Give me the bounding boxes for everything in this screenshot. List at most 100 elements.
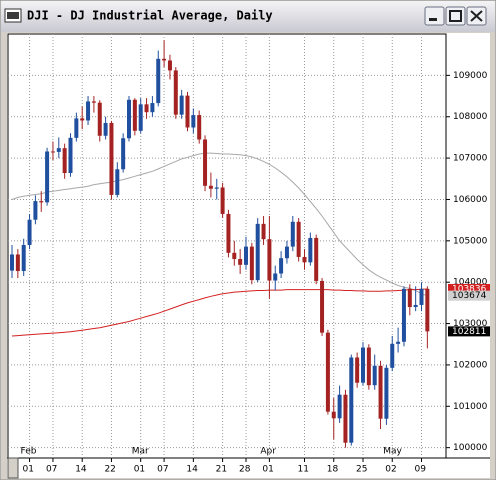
candle-body [208,185,213,189]
x-tick-label: 09 [415,465,427,475]
candle-body [425,288,430,332]
candle-body [366,347,371,386]
candle-body [220,187,225,214]
x-tick-label: 01 [23,465,34,475]
x-tick-label: 18 [327,465,339,475]
candle-body [144,104,149,113]
candle-body [74,118,79,138]
candle-body [308,237,313,263]
maximize-button[interactable] [445,6,466,26]
candle-body [179,95,184,115]
candle-body [214,187,219,189]
y-tick-label: 104000 [453,278,488,288]
moving-average-line [11,288,428,337]
candle-body [314,237,319,281]
y-tick-label: 100000 [453,443,488,453]
title-bar [1,1,495,32]
candle-body [138,104,143,131]
last-value-label-box [448,290,490,301]
month-label: Feb [21,447,37,457]
y-tick-label: 106000 [453,195,488,205]
x-tick-label: 02 [385,465,396,475]
candle-body [197,115,202,140]
last-value-label: 103674 [452,291,487,301]
y-tick-label: 108000 [453,112,488,122]
candle-body [331,411,336,419]
candle-body [396,341,401,344]
candle-body [50,151,55,153]
y-tick-label: 107000 [453,154,488,164]
last-value-label-box [448,283,490,294]
candle-body [349,357,354,443]
candle-body [80,118,85,121]
moving-average-line [11,152,428,297]
candle-body [45,151,50,203]
candle-body [413,304,418,308]
candle-body [173,70,178,115]
close-button[interactable] [466,6,487,26]
window-title: DJI - DJ Industrial Average, Daily [27,9,273,23]
candle-body [261,223,266,240]
candle-body [302,256,307,263]
candle-body [103,122,108,136]
candle-body [355,357,360,383]
candle-body [203,139,208,186]
candle-body [162,58,167,61]
candle-body [279,258,284,274]
x-tick-label: 28 [239,465,251,475]
candle-body [284,246,289,259]
month-label: Apr [260,447,276,457]
candle-body [91,101,96,103]
candle-body [150,103,155,113]
candle-body [232,252,237,260]
x-tick-label: 07 [46,465,57,475]
candle-body [419,288,424,305]
x-tick-label: 01 [262,465,273,475]
candle-body [343,394,348,443]
candle-body [390,343,395,368]
minimize-button[interactable] [424,6,445,26]
candle-body [407,288,412,308]
candle-body [10,254,14,271]
candle-body [378,365,383,419]
candle-body [238,259,243,265]
scroll-marker[interactable] [7,457,19,479]
candle-body [255,223,260,281]
candle-body [249,246,254,281]
candle-body [191,115,196,128]
candle-body [127,99,131,139]
x-tick-label: 11 [298,465,309,475]
candle-body [244,246,248,265]
candle-body [185,95,190,128]
y-tick-label: 109000 [453,71,488,81]
candle-body [27,219,32,245]
y-tick-label: 102000 [453,360,488,370]
month-label: May [383,447,402,457]
candle-body [267,239,272,281]
candle-body [320,280,325,333]
candle-body [132,99,137,131]
candle-body [39,201,44,203]
x-tick-label: 14 [186,465,198,475]
y-tick-label: 101000 [453,402,488,412]
candle-body [167,60,172,71]
candle-body [226,213,231,253]
candle-body [296,221,301,257]
x-tick-label: 25 [356,465,367,475]
y-tick-label: 105000 [453,236,488,246]
candle-body [401,288,406,342]
x-tick-label: 14 [75,465,87,475]
candle-body [109,122,114,195]
x-tick-label: 22 [104,465,115,475]
candle-body [33,201,38,220]
last-value-label: 103836 [452,284,487,294]
candle-body [361,347,365,383]
candle-body [62,148,67,173]
x-tick-label: 01 [134,465,145,475]
x-tick-label: 07 [157,465,168,475]
candle-body [156,58,161,104]
candle-body [121,138,126,170]
candle-body [372,365,377,386]
